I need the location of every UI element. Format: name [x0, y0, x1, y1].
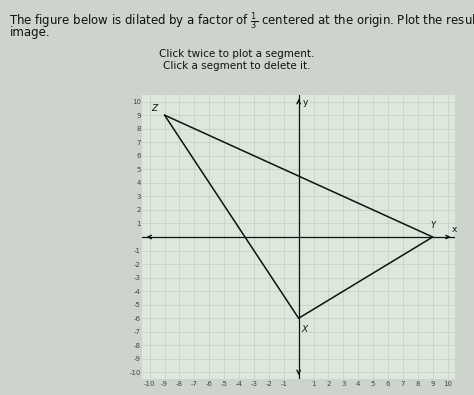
- Text: Click twice to plot a segment.: Click twice to plot a segment.: [159, 49, 315, 59]
- Text: Click a segment to delete it.: Click a segment to delete it.: [163, 61, 311, 71]
- Text: The figure below is dilated by a factor of $\frac{1}{3}$ centered at the origin.: The figure below is dilated by a factor …: [9, 10, 474, 32]
- Text: y: y: [302, 98, 308, 107]
- Text: x: x: [452, 225, 457, 233]
- Text: X: X: [301, 325, 308, 334]
- Text: Z: Z: [151, 104, 157, 113]
- Text: Y: Y: [430, 221, 435, 230]
- Text: image.: image.: [9, 26, 50, 39]
